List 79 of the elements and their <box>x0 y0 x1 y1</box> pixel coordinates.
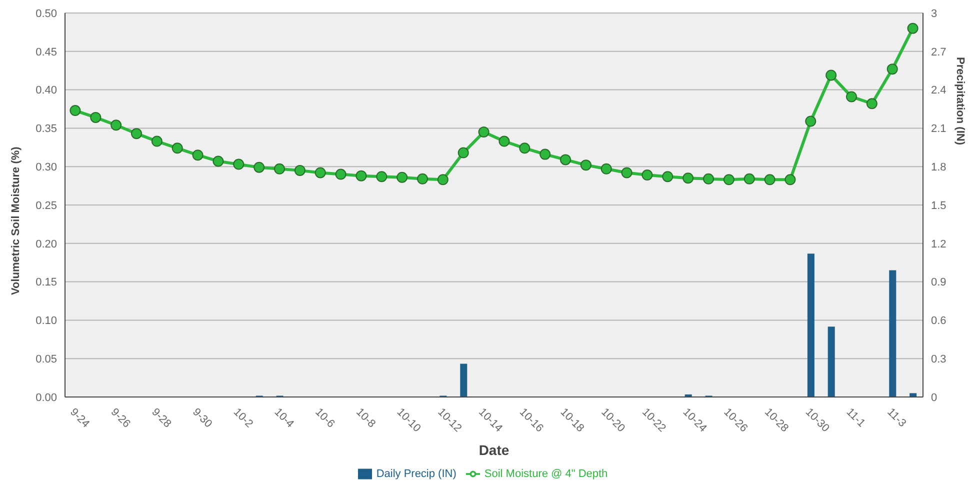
point <box>417 173 428 184</box>
y-tick-label: 0.25 <box>36 200 57 212</box>
point <box>723 174 734 186</box>
point <box>437 174 448 186</box>
y2-tick-label: 1.5 <box>931 200 946 212</box>
y-tick-label: 0.50 <box>36 8 57 20</box>
legend-label: Daily Precip (IN) <box>376 468 456 480</box>
y2-tick-label: 2.7 <box>931 46 946 58</box>
bar <box>828 326 835 397</box>
point <box>621 167 632 178</box>
point <box>498 136 510 147</box>
y2-tick-label: 3 <box>931 8 938 20</box>
point <box>907 22 918 34</box>
point <box>172 142 183 154</box>
y2-tick-label: 0.6 <box>931 315 946 328</box>
point <box>866 98 878 110</box>
point <box>886 64 898 75</box>
point <box>90 112 102 123</box>
y-tick-label: 0.00 <box>36 392 57 404</box>
point <box>764 174 776 186</box>
point <box>642 170 653 181</box>
point <box>478 126 490 138</box>
point <box>356 170 367 182</box>
point <box>131 128 142 140</box>
y-tick-label: 0.10 <box>36 315 57 328</box>
point <box>458 147 469 158</box>
y-tick-label: 0.40 <box>36 84 57 97</box>
point <box>212 156 224 167</box>
point <box>335 168 346 180</box>
y-tick-label: 0.45 <box>36 46 57 58</box>
y-axis-title: Volumetric Soil Moisture (%) <box>10 146 22 295</box>
point <box>519 142 530 154</box>
y2-tick-label: 1.2 <box>931 238 946 250</box>
point <box>274 163 285 174</box>
point <box>314 167 326 178</box>
y2-tick-label: 2.4 <box>931 84 946 97</box>
point <box>192 150 204 161</box>
point <box>682 172 694 184</box>
point <box>744 173 755 184</box>
point <box>396 172 408 183</box>
y-tick-label: 0.15 <box>36 276 57 289</box>
x-tick-label: 11-1 <box>844 406 868 430</box>
x-tick-label: 10-8 <box>354 406 378 430</box>
y-tick-label: 0.30 <box>36 162 57 174</box>
point <box>110 120 122 131</box>
point <box>703 173 714 184</box>
point <box>560 154 571 166</box>
bar <box>889 270 896 397</box>
x-tick-label: 10-4 <box>272 406 296 430</box>
y2-axis-title: Precipitation (IN) <box>954 56 966 146</box>
bar <box>460 364 468 397</box>
point <box>151 136 162 147</box>
y2-tick-label: 0.3 <box>931 354 946 366</box>
y-tick-label: 0.20 <box>36 238 57 250</box>
bar <box>910 393 917 397</box>
point <box>846 91 857 102</box>
point <box>70 105 81 116</box>
point <box>254 162 265 173</box>
x-tick-label: 10-6 <box>312 406 337 430</box>
point <box>805 116 816 127</box>
point <box>826 70 837 81</box>
point <box>580 160 592 171</box>
point <box>233 158 244 170</box>
point <box>376 171 388 182</box>
point <box>294 164 306 176</box>
y2-tick-label: 0.9 <box>931 276 946 289</box>
point <box>540 148 551 160</box>
legend-label: Soil Moisture @ 4" Depth <box>484 468 608 480</box>
point <box>784 174 796 186</box>
y2-tick-label: 0 <box>931 392 938 404</box>
point <box>600 163 612 174</box>
y-tick-label: 0.35 <box>36 123 57 136</box>
bar <box>807 254 814 397</box>
y2-tick-label: 2.1 <box>931 123 946 136</box>
y2-tick-label: 1.8 <box>931 162 946 174</box>
y-tick-label: 0.05 <box>36 354 57 366</box>
x-axis-title: Date <box>478 442 510 458</box>
point <box>662 171 674 182</box>
x-tick-label: 11-3 <box>884 406 908 430</box>
